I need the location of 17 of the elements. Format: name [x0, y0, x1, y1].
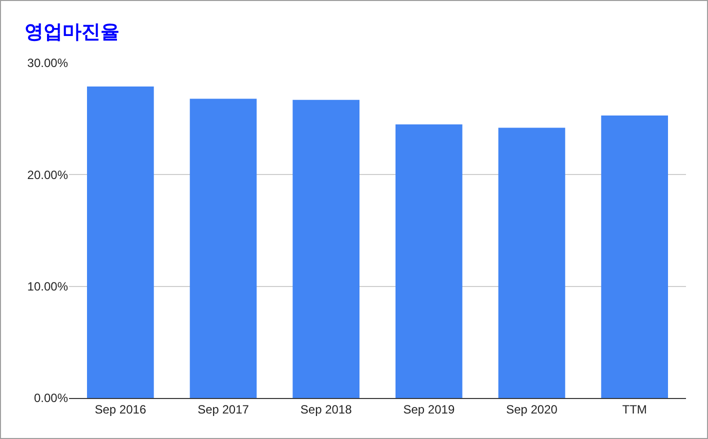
bar [396, 124, 462, 398]
x-tick-label: Sep 2016 [94, 402, 146, 416]
chart-title: 영업마진율 [24, 21, 120, 44]
y-tick-label: 20.00% [27, 168, 68, 182]
x-tick-label: Sep 2019 [403, 402, 455, 416]
y-tick-label: 30.00% [27, 56, 68, 70]
y-tick-label: 10.00% [27, 280, 68, 294]
x-tick-label: Sep 2017 [198, 402, 250, 416]
x-tick-label: TTM [622, 402, 647, 416]
y-tick-label: 0.00% [34, 391, 68, 406]
bar [190, 98, 257, 398]
bar [601, 115, 668, 398]
x-tick-label: Sep 2020 [506, 402, 558, 416]
x-tick-label: Sep 2018 [300, 402, 352, 416]
bar [87, 86, 154, 398]
bar [498, 128, 566, 398]
bar [292, 100, 360, 398]
